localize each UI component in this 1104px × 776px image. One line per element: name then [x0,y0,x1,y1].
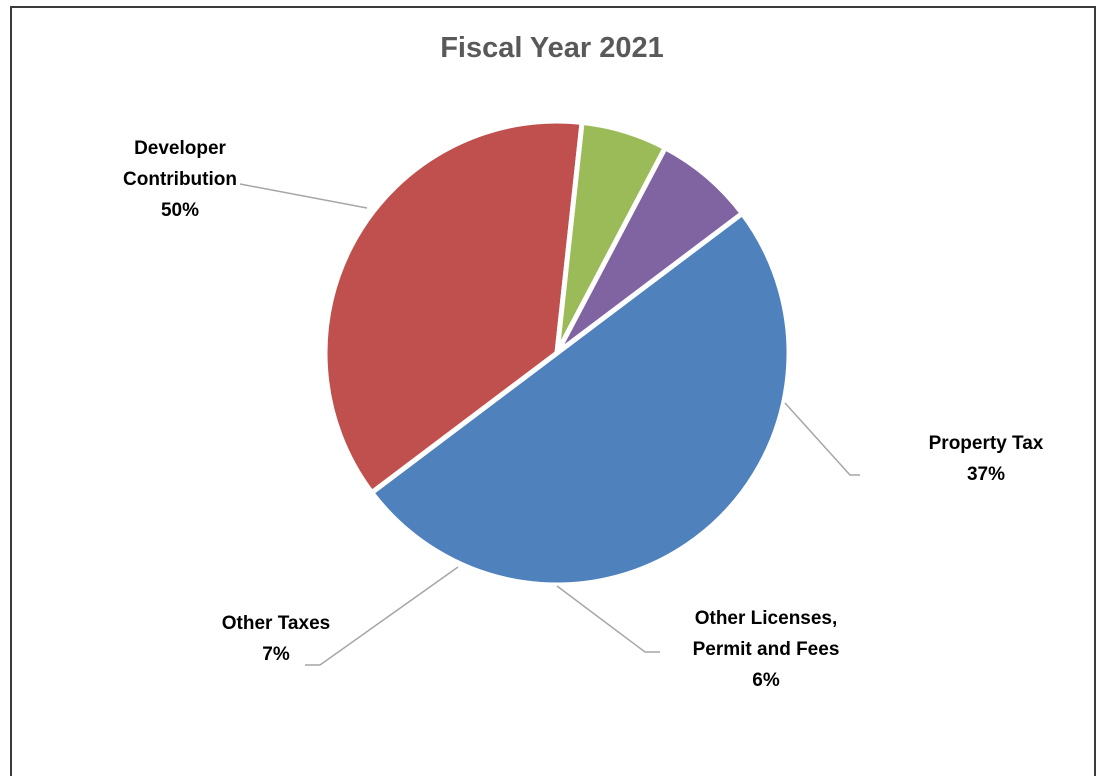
pie-slice-other-taxes [554,145,745,356]
pie-slice-developer-contribution [369,210,792,588]
leader-line [305,566,459,666]
data-label: Developer Contribution 50% [123,138,237,221]
leader-line [556,585,660,653]
leader-line [239,183,368,209]
leader-line [784,402,860,476]
pie-slice-property-tax [322,118,585,496]
data-label: Property Tax 37% [929,433,1044,485]
chart-title: Fiscal Year 2021 [440,32,664,64]
data-label: Other Licenses, Permit and Fees 6% [693,608,840,691]
data-label: Other Taxes 7% [222,613,330,665]
